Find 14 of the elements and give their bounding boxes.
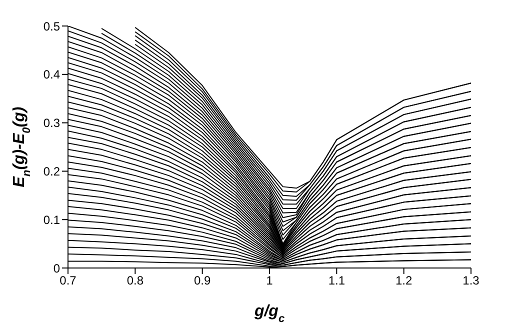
x-tick-label: 1 [266,274,274,288]
x-tick-label: 0.9 [194,274,211,288]
x-tick-label: 1.3 [462,274,480,288]
y-tick-label: 0 [53,261,60,276]
y-tick-label: 0.3 [43,116,60,130]
x-tick-label: 0.7 [60,274,77,288]
y-tick-label: 0.1 [43,212,60,227]
x-tick-label: 0.8 [126,274,144,288]
y-tick-label: 0.4 [43,68,60,82]
x-tick-label: 1.1 [328,274,346,288]
x-axis-title: g/g$_{c}$ [253,303,285,325]
y-tick-label: 0.5 [43,19,60,34]
x-tick-label: 1.2 [395,274,412,288]
y-tick-label: 0.2 [43,164,60,178]
